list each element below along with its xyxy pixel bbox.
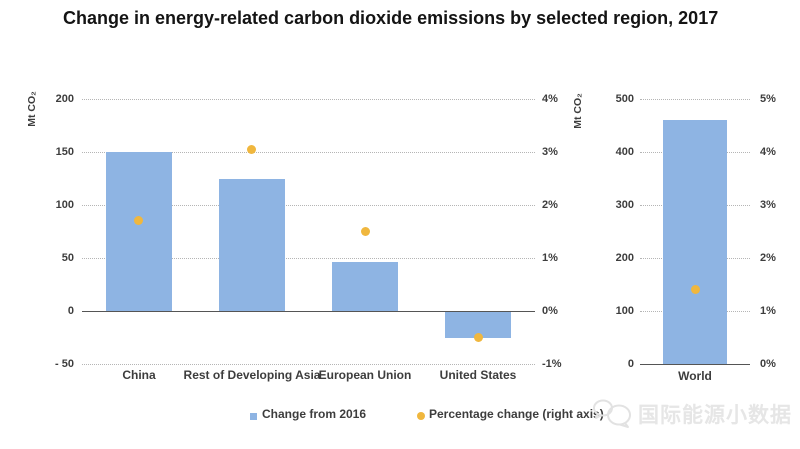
left-gridline-100 [82, 205, 535, 206]
chat-bubbles-icon [593, 399, 631, 428]
left-gridline-50 [82, 364, 535, 365]
left-left-axis-tick-100: 100 [55, 199, 74, 211]
right-left-axis-tick-200: 200 [615, 252, 634, 264]
right-left-axis-tick-300: 300 [615, 199, 634, 211]
right-right-axis-tick-2: 2% [760, 252, 776, 264]
left-chart-axis-unit-label: Mt CO₂ [26, 91, 38, 127]
dot-united-states [474, 333, 483, 342]
category-label-rest-of-developing-asia: Rest of Developing Asia [183, 368, 321, 382]
left-right-axis-tick-4: 4% [542, 93, 558, 105]
watermark-text: 国际能源小数据 [638, 404, 792, 427]
category-label-united-states: United States [439, 368, 517, 382]
left-left-axis-tick-50: 50 [61, 252, 74, 264]
right-zero-line [640, 364, 750, 365]
legend-dot-swatch [417, 412, 425, 420]
left-gridline-150 [82, 152, 535, 153]
right-left-axis-tick-0: 0 [627, 358, 634, 370]
left-right-axis-tick-0: 0% [542, 305, 558, 317]
right-left-axis-tick-500: 500 [615, 93, 634, 105]
left-left-axis-tick-50: - 50 [55, 358, 74, 370]
right-chart-axis-unit-label: Mt CO₂ [572, 93, 584, 129]
right-left-axis-tick-100: 100 [615, 305, 634, 317]
right-right-axis-tick-3: 3% [760, 199, 776, 211]
bar-world [663, 120, 727, 364]
right-right-axis-tick-0: 0% [760, 358, 776, 370]
left-left-axis-tick-150: 150 [55, 146, 74, 158]
category-label-european-union: European Union [318, 368, 412, 382]
left-right-axis-tick-1: -1% [542, 358, 562, 370]
left-left-axis-tick-0: 0 [67, 305, 74, 317]
right-right-axis-tick-4: 4% [760, 146, 776, 158]
legend-bar-swatch [250, 413, 257, 420]
category-label-china: China [122, 368, 156, 382]
category-label-world: World [678, 369, 712, 383]
dot-european-union [361, 227, 370, 236]
left-zero-line [82, 311, 535, 312]
dot-rest-of-developing-asia [247, 145, 256, 154]
left-left-axis-tick-200: 200 [55, 93, 74, 105]
dot-world [691, 285, 700, 294]
bar-china [106, 152, 172, 311]
right-left-axis-tick-400: 400 [615, 146, 634, 158]
left-right-axis-tick-2: 2% [542, 199, 558, 211]
right-right-axis-tick-5: 5% [760, 93, 776, 105]
chart-title: Change in energy-related carbon dioxide … [63, 8, 719, 28]
dot-china [134, 216, 143, 225]
legend-bar-label: Change from 2016 [262, 407, 367, 421]
bar-european-union [332, 262, 398, 311]
watermark: 国际能源小数据 [592, 399, 792, 429]
bar-rest-of-developing-asia [219, 179, 285, 312]
right-right-axis-tick-1: 1% [760, 305, 776, 317]
left-gridline-50 [82, 258, 535, 259]
right-gridline-500 [640, 99, 750, 100]
left-gridline-200 [82, 99, 535, 100]
legend-dot-label: Percentage change (right axis) [429, 407, 604, 421]
left-right-axis-tick-3: 3% [542, 146, 558, 158]
left-right-axis-tick-1: 1% [542, 252, 558, 264]
